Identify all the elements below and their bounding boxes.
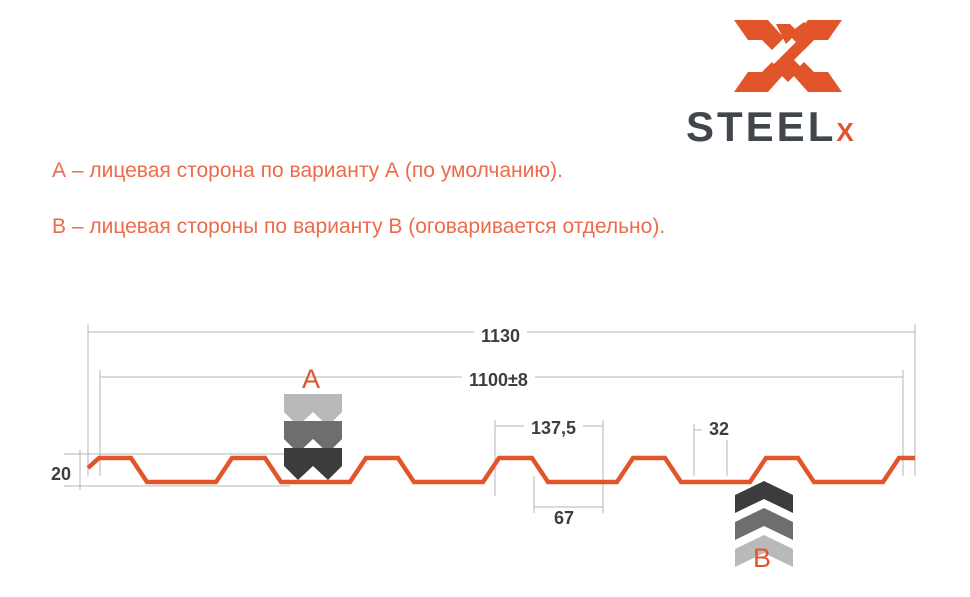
marker-b-chevron-1b [764, 481, 793, 513]
corrugated-profile-path [86, 455, 915, 485]
dim-label-rib-valley: 67 [547, 508, 582, 529]
marker-a-chevron-1 [284, 394, 313, 426]
legend-line-variant-a: А – лицевая сторона по варианту А (по ум… [52, 159, 563, 182]
marker-a-chevron-3 [284, 448, 313, 480]
wordmark-superscript-x: X [836, 117, 854, 147]
marker-b-chevron-3b [764, 535, 793, 567]
steelx-x-mark-icon [734, 20, 842, 92]
wordmark-text: STEEL [686, 103, 837, 150]
marker-b-letter: В [753, 543, 772, 573]
marker-a-chevron-2 [284, 421, 313, 453]
marker-b-chevron-2b [764, 508, 793, 540]
marker-a-chevrons [284, 394, 342, 480]
marker-a-chevron-2b [313, 421, 342, 453]
dim-label-effective-width: 1100±8 [462, 370, 535, 391]
marker-b-chevron-3 [735, 535, 764, 567]
dim-label-rib-pitch: 137,5 [524, 418, 584, 439]
dim-label-rib-crest: 32 [702, 419, 737, 440]
steelx-logo: STEELX [686, 14, 902, 148]
legend-line-variant-b: В – лицевая стороны по варианту В (огова… [52, 215, 666, 238]
marker-a-letter: А [302, 364, 321, 394]
profile-technical-drawing [64, 324, 916, 567]
marker-b-chevron-2 [735, 508, 764, 540]
marker-b-chevrons [735, 481, 793, 567]
dim-label-profile-height: 20 [48, 464, 75, 485]
marker-a-chevron-3b [313, 448, 342, 480]
dim-label-total-width: 1130 [474, 326, 528, 347]
marker-a-chevron-1b [313, 394, 342, 426]
steelx-wordmark: STEELX [686, 106, 902, 148]
marker-b-chevron-1 [735, 481, 764, 513]
